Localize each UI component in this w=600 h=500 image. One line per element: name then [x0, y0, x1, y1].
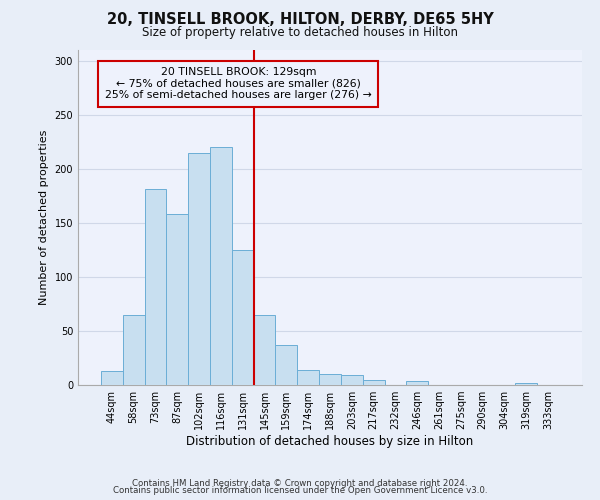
Bar [341, 376, 363, 385]
Text: 20, TINSELL BROOK, HILTON, DERBY, DE65 5HY: 20, TINSELL BROOK, HILTON, DERBY, DE65 5… [107, 12, 493, 28]
Bar [515, 383, 537, 385]
Text: 20 TINSELL BROOK: 129sqm
← 75% of detached houses are smaller (826)
25% of semi-: 20 TINSELL BROOK: 129sqm ← 75% of detach… [105, 68, 372, 100]
Bar [254, 315, 275, 385]
Bar [406, 380, 428, 385]
Text: Size of property relative to detached houses in Hilton: Size of property relative to detached ho… [142, 26, 458, 39]
Bar [101, 371, 123, 385]
Bar [166, 214, 188, 385]
X-axis label: Distribution of detached houses by size in Hilton: Distribution of detached houses by size … [187, 435, 473, 448]
Bar [123, 315, 145, 385]
Bar [145, 190, 166, 385]
Bar [210, 148, 232, 385]
Bar [363, 380, 385, 385]
Bar [297, 370, 319, 385]
Bar [188, 152, 210, 385]
Text: Contains HM Land Registry data © Crown copyright and database right 2024.: Contains HM Land Registry data © Crown c… [132, 478, 468, 488]
Bar [232, 250, 254, 385]
Y-axis label: Number of detached properties: Number of detached properties [39, 130, 49, 305]
Text: Contains public sector information licensed under the Open Government Licence v3: Contains public sector information licen… [113, 486, 487, 495]
Bar [319, 374, 341, 385]
Bar [275, 345, 297, 385]
